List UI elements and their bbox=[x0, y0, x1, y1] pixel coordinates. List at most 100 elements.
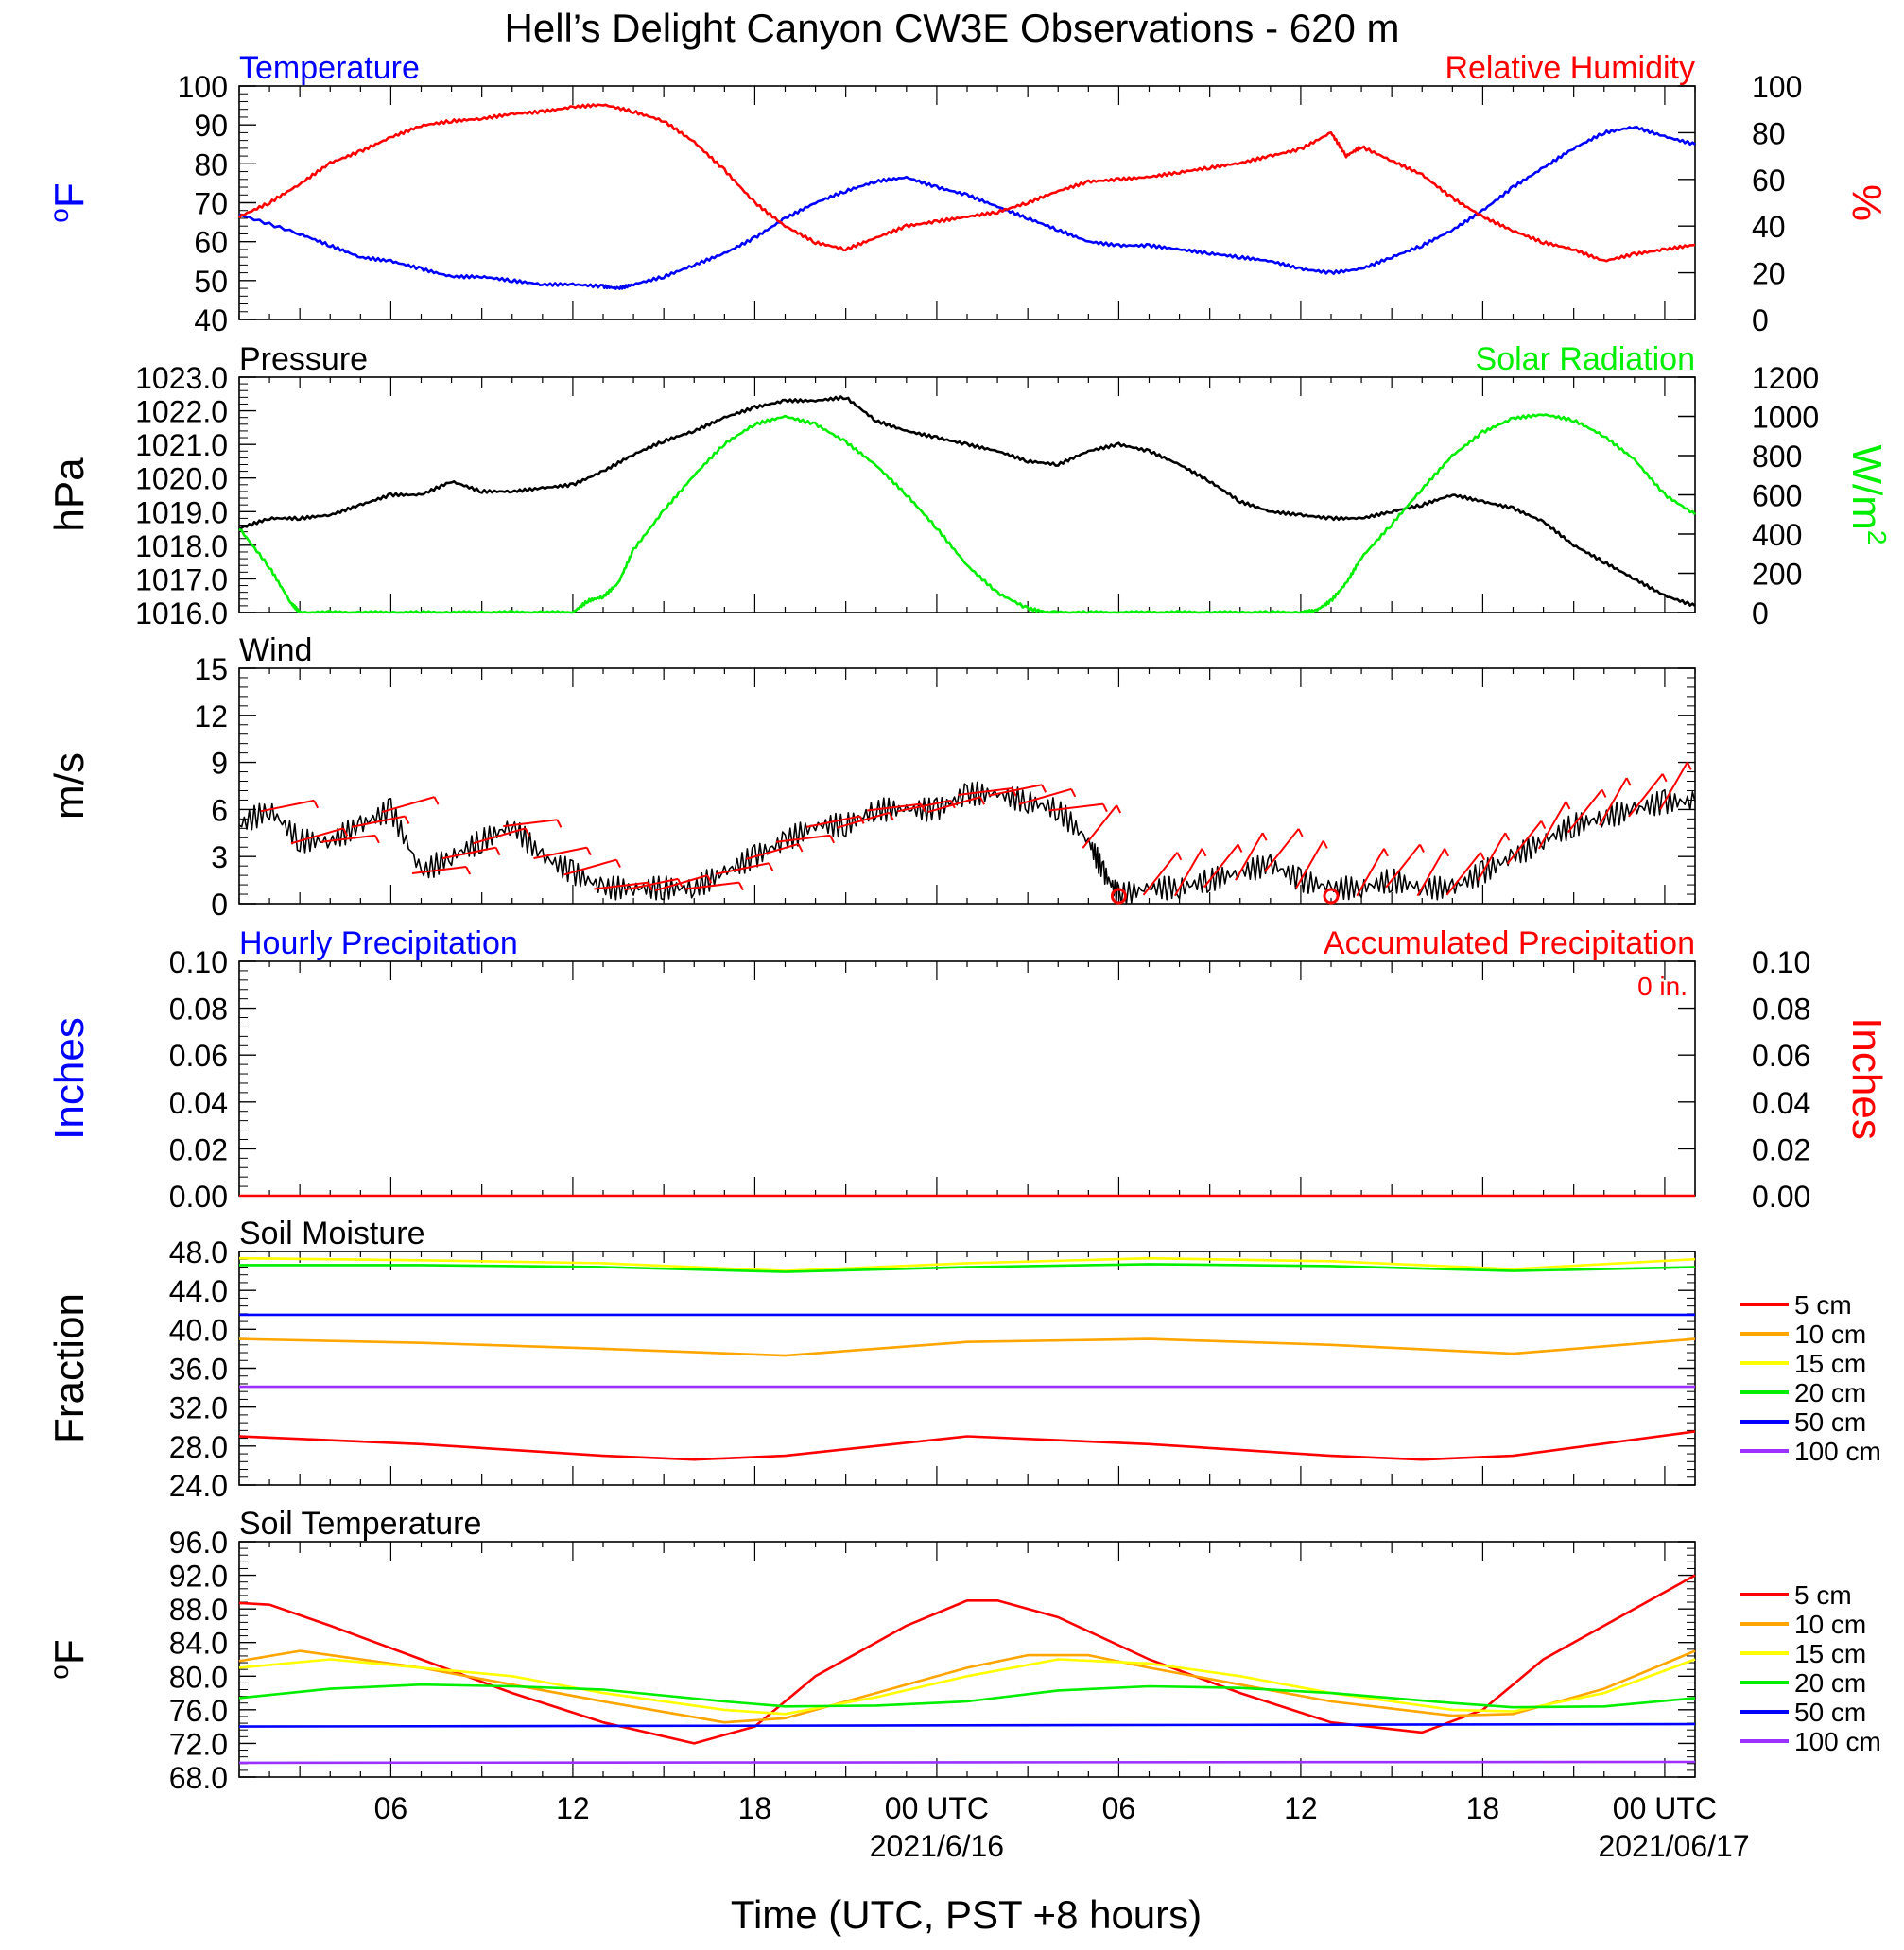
legend-label: 10 cm bbox=[1794, 1320, 1866, 1349]
ytick-label-left: 72.0 bbox=[169, 1727, 228, 1761]
ytick-label-right: 100 bbox=[1752, 70, 1802, 104]
wind-barb-flag bbox=[738, 882, 744, 891]
ytick-label-right: 0 bbox=[1752, 596, 1769, 630]
xtick-label: 18 bbox=[738, 1791, 772, 1825]
legend-label: 50 cm bbox=[1794, 1407, 1866, 1437]
wind-barb-flag bbox=[465, 866, 472, 875]
ylabel-right: W/m2 bbox=[1843, 445, 1892, 545]
wind-barb bbox=[1385, 843, 1421, 889]
ytick-label-left: 76.0 bbox=[169, 1694, 228, 1728]
wind-barb bbox=[1599, 777, 1628, 826]
panel-frame bbox=[238, 960, 1696, 1197]
wind-barb bbox=[1445, 852, 1481, 896]
x-axis-title: Time (UTC, PST +8 hours) bbox=[731, 1892, 1202, 1937]
ytick-label-right: 0 bbox=[1752, 303, 1769, 337]
ytick-label-left: 0.08 bbox=[169, 992, 228, 1027]
wind-barb-flag bbox=[1565, 801, 1571, 810]
legend-label: 15 cm bbox=[1794, 1639, 1866, 1668]
panel-title-left: Hourly Precipitation bbox=[239, 925, 518, 961]
xtick-label: 12 bbox=[1284, 1791, 1318, 1825]
ytick-label-left: 1022.0 bbox=[135, 395, 228, 429]
ylabel-right: Inches bbox=[1843, 1017, 1890, 1140]
legend-label: 10 cm bbox=[1794, 1610, 1866, 1639]
legend-label: 50 cm bbox=[1794, 1698, 1866, 1727]
series-line-pressure bbox=[238, 395, 1696, 607]
ytick-label-left: 12 bbox=[194, 699, 228, 733]
ylabel-right-main: W/m bbox=[1843, 445, 1890, 530]
series-line-100-cm bbox=[238, 1760, 1696, 1765]
series-line-50-cm bbox=[238, 1722, 1696, 1728]
ylabel-left-main: F bbox=[46, 1639, 93, 1665]
panel-1: 100 90 80 70 60 50 40 100 80 60 40 20 0 Temperature Re… bbox=[44, 50, 1890, 337]
wind-barb bbox=[1203, 843, 1239, 889]
wind-barb bbox=[927, 796, 981, 814]
ytick-label-left: 1018.0 bbox=[135, 529, 228, 563]
panel-2: 1023.01022.01021.01020.01019.01018.01017… bbox=[46, 341, 1892, 630]
panel-6: 96.092.088.084.080.076.072.068.0 Soil Tem… bbox=[44, 1506, 1881, 1937]
ylabel-right: % bbox=[1843, 184, 1890, 221]
ytick-label-left: 50 bbox=[194, 265, 228, 299]
ytick-label-right: 1000 bbox=[1752, 401, 1819, 435]
ytick-label-left: 3 bbox=[211, 840, 228, 874]
ytick-label-right: 0.10 bbox=[1752, 945, 1810, 979]
series-line-relative-humidity bbox=[237, 103, 1696, 263]
ytick-label-left: 80 bbox=[194, 147, 228, 181]
wind-barb bbox=[897, 799, 952, 813]
wind-barb-flag bbox=[1070, 788, 1077, 798]
panel-frame bbox=[238, 376, 1696, 613]
ytick-label-left: 9 bbox=[211, 747, 228, 781]
ytick-label-left: 36.0 bbox=[169, 1353, 228, 1387]
ytick-label-left: 96.0 bbox=[169, 1526, 228, 1560]
wind-barb-flag bbox=[888, 812, 894, 821]
wind-barb-flag bbox=[1540, 820, 1547, 830]
ytick-label-left: 90 bbox=[194, 109, 228, 143]
wind-barb bbox=[260, 799, 315, 813]
precip-total-label: 0 in. bbox=[1637, 972, 1688, 1001]
wind-barb bbox=[1477, 832, 1507, 881]
wind-barb bbox=[1082, 804, 1117, 849]
wind-barb bbox=[684, 881, 740, 890]
wind-barb-flag bbox=[1176, 852, 1183, 861]
wind-barb-flag bbox=[979, 796, 985, 805]
wind-barb bbox=[1048, 802, 1104, 812]
panel-title-left: Pressure bbox=[239, 341, 368, 377]
legend-label: 100 cm bbox=[1794, 1437, 1881, 1466]
ytick-label-left: 40.0 bbox=[169, 1313, 228, 1347]
ytick-label-right: 80 bbox=[1752, 116, 1786, 150]
wind-barb-flag bbox=[1041, 784, 1047, 793]
ytick-label-right: 60 bbox=[1752, 164, 1786, 198]
wind-barb-flag bbox=[342, 827, 349, 837]
ylabel-left-super: o bbox=[44, 1665, 74, 1680]
wind-barb-flag bbox=[829, 835, 836, 844]
panel-frame bbox=[238, 1251, 1696, 1486]
wind-barb bbox=[958, 787, 1013, 796]
series-line-15-cm bbox=[238, 1256, 1696, 1272]
ytick-label-right: 200 bbox=[1752, 558, 1802, 592]
series-line-20-cm bbox=[239, 1263, 1696, 1273]
ytick-label-right: 600 bbox=[1752, 479, 1802, 513]
xtick-label: 00 UTC bbox=[885, 1791, 989, 1825]
legend-label: 15 cm bbox=[1794, 1349, 1866, 1378]
wind-barb bbox=[594, 881, 649, 890]
wind-barb bbox=[1356, 848, 1385, 897]
wind-barb-flag bbox=[1297, 828, 1304, 837]
wind-barb-flag bbox=[1504, 832, 1511, 841]
date-label: 2021/6/16 bbox=[870, 1829, 1004, 1863]
ytick-label-left: 1020.0 bbox=[135, 462, 228, 496]
ylabel-left: oF bbox=[44, 182, 93, 222]
wind-barb bbox=[1416, 848, 1446, 897]
wind-barb-flag bbox=[1444, 848, 1450, 857]
wind-barb-flag bbox=[1237, 844, 1243, 853]
wind-barb bbox=[441, 846, 496, 860]
calm-wind-marker bbox=[1323, 888, 1340, 905]
ytick-label-left: 1017.0 bbox=[135, 562, 228, 596]
wind-barb-flag bbox=[374, 835, 380, 844]
legend-label: 20 cm bbox=[1794, 1668, 1866, 1698]
wind-barb bbox=[1235, 832, 1264, 881]
panel-3: 15 12 9 6 3 0 Wind m/s bbox=[46, 632, 1696, 922]
wind-barb-flag bbox=[1201, 848, 1207, 857]
ytick-label-right: 0.04 bbox=[1752, 1086, 1810, 1120]
wind-barb-flag bbox=[647, 882, 653, 891]
ytick-label-left: 1021.0 bbox=[135, 428, 228, 462]
wind-barb bbox=[1566, 788, 1603, 834]
